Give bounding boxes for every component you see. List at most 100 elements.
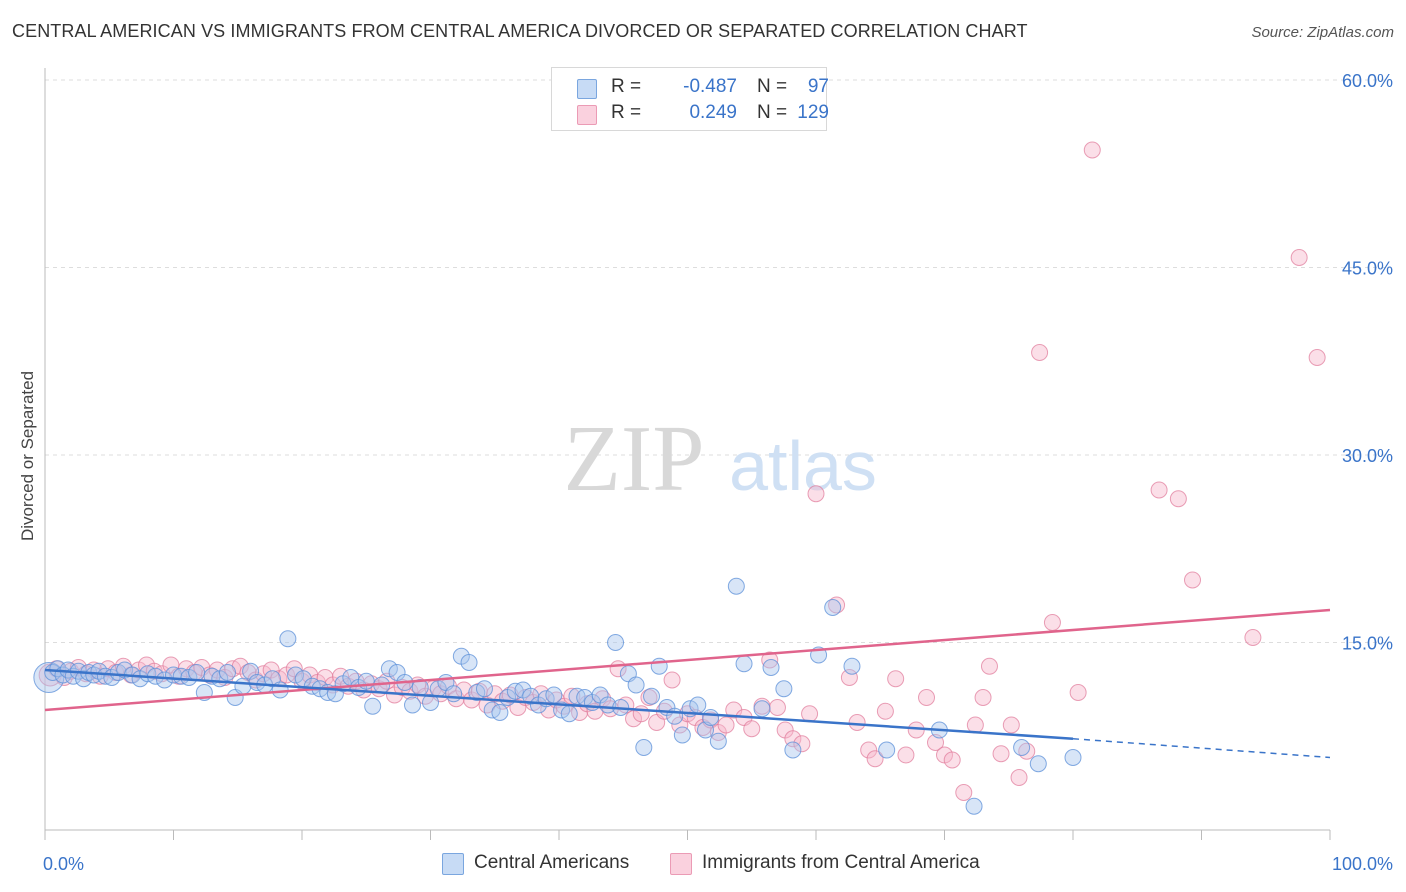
data-point-immigrants bbox=[1308, 349, 1326, 366]
x-tick-label: 0.0% bbox=[43, 854, 84, 874]
watermark-zip: ZIP bbox=[564, 407, 705, 511]
data-point-central-americans bbox=[560, 705, 578, 723]
data-point-immigrants bbox=[955, 784, 973, 801]
data-point-immigrants bbox=[943, 751, 961, 769]
legend-swatch-pink bbox=[577, 105, 597, 125]
trend-lines bbox=[44, 608, 1331, 759]
data-point-immigrants bbox=[663, 671, 681, 689]
watermark: ZIP atlas bbox=[564, 407, 877, 511]
data-point-central-americans bbox=[364, 697, 382, 715]
data-point-central-americans bbox=[545, 686, 563, 704]
data-point-central-americans bbox=[673, 726, 691, 744]
watermark-atlas: atlas bbox=[729, 427, 877, 505]
legend-n-label: N = bbox=[757, 102, 788, 123]
data-point-immigrants bbox=[532, 685, 550, 703]
data-point-central-americans bbox=[445, 685, 463, 703]
y-tick-label: 60.0% bbox=[1342, 71, 1393, 91]
source-label: Source: ZipAtlas.com bbox=[1251, 24, 1394, 41]
data-point-immigrants bbox=[887, 670, 905, 688]
data-point-central-americans bbox=[357, 672, 375, 690]
data-point-central-americans bbox=[753, 700, 771, 718]
data-point-central-americans bbox=[727, 577, 745, 595]
legend-r-label: R = bbox=[611, 76, 642, 97]
bottom-legend-swatch-blue bbox=[442, 853, 464, 875]
data-point-central-americans bbox=[775, 680, 793, 698]
data-point-immigrants bbox=[717, 716, 735, 734]
y-tick-label: 45.0% bbox=[1342, 259, 1393, 279]
data-point-immigrants bbox=[1244, 629, 1262, 646]
data-point-immigrants bbox=[907, 721, 925, 739]
data-point-immigrants bbox=[992, 745, 1010, 763]
data-point-central-americans bbox=[475, 680, 493, 698]
data-point-immigrants bbox=[743, 720, 761, 738]
data-point-central-americans bbox=[843, 657, 861, 675]
data-point-immigrants bbox=[1169, 490, 1187, 508]
data-point-immigrants bbox=[1083, 141, 1101, 159]
data-point-central-americans bbox=[96, 667, 114, 685]
data-point-immigrants bbox=[793, 735, 811, 753]
data-point-immigrants bbox=[840, 669, 858, 686]
data-point-immigrants bbox=[807, 485, 825, 503]
y-axis-label: Divorced or Separated bbox=[18, 371, 37, 541]
data-point-central-americans bbox=[460, 654, 478, 671]
data-point-immigrants bbox=[876, 702, 894, 720]
legend-swatch-blue bbox=[577, 79, 597, 99]
legend-r-value: 0.249 bbox=[689, 102, 737, 123]
data-point-immigrants bbox=[980, 657, 998, 675]
x-tick-label: 100.0% bbox=[1332, 854, 1393, 874]
data-point-central-americans bbox=[279, 630, 297, 648]
data-point-central-americans bbox=[404, 696, 422, 714]
data-point-central-americans bbox=[218, 664, 236, 681]
axes bbox=[44, 68, 1331, 840]
data-point-central-americans bbox=[965, 797, 983, 815]
data-point-central-americans bbox=[735, 655, 753, 673]
data-point-immigrants bbox=[974, 689, 992, 706]
data-point-immigrants bbox=[1150, 481, 1168, 499]
tick-labels: 15.0% 30.0% 45.0% 60.0% 0.0% 100.0% bbox=[43, 71, 1393, 874]
y-tick-label: 30.0% bbox=[1342, 446, 1393, 466]
data-point-central-americans bbox=[702, 709, 720, 726]
legend-n-value: 129 bbox=[797, 102, 829, 123]
data-point-central-americans bbox=[709, 732, 727, 750]
data-point-central-americans bbox=[643, 687, 661, 705]
bottom-legend-label: Central Americans bbox=[474, 852, 630, 873]
data-point-central-americans bbox=[878, 741, 896, 759]
data-point-central-americans bbox=[156, 671, 174, 689]
data-point-central-americans bbox=[784, 741, 802, 759]
data-point-immigrants bbox=[897, 746, 915, 764]
data-point-central-americans bbox=[287, 666, 305, 684]
legend: R = -0.487 N = 97 R = 0.249 N = 129 bbox=[551, 67, 829, 131]
trend-line-central-americans bbox=[44, 668, 1074, 740]
data-point-central-americans bbox=[824, 599, 842, 616]
data-point-central-americans bbox=[422, 694, 439, 711]
data-point-central-americans bbox=[635, 739, 653, 756]
data-point-immigrants bbox=[1069, 684, 1087, 701]
trend-line-immigrants bbox=[44, 608, 1331, 712]
data-point-immigrants bbox=[918, 689, 936, 706]
data-point-central-americans bbox=[696, 721, 714, 739]
data-point-central-americans bbox=[380, 660, 398, 678]
y-tick-label: 15.0% bbox=[1342, 634, 1393, 654]
data-point-central-americans bbox=[234, 677, 252, 695]
data-point-central-americans bbox=[1013, 739, 1031, 756]
data-point-immigrants bbox=[866, 750, 884, 768]
data-point-immigrants bbox=[848, 714, 866, 731]
data-point-central-americans bbox=[627, 676, 645, 694]
bottom-legend-swatch-pink bbox=[670, 853, 692, 875]
trend-line-central-americans-extension bbox=[1072, 738, 1331, 759]
data-point-immigrants bbox=[1010, 769, 1028, 786]
legend-n-value: 97 bbox=[807, 76, 829, 97]
data-point-central-americans bbox=[1064, 749, 1082, 766]
legend-n-label: N = bbox=[757, 76, 788, 97]
legend-r-label: R = bbox=[611, 102, 642, 123]
series-central-americans-points bbox=[33, 577, 1082, 815]
data-point-immigrants bbox=[1002, 716, 1020, 734]
data-point-immigrants bbox=[860, 741, 878, 759]
grid-lines bbox=[45, 79, 1390, 643]
data-point-central-americans bbox=[468, 684, 486, 701]
data-point-immigrants bbox=[768, 699, 786, 716]
legend-r-value: -0.487 bbox=[683, 76, 737, 97]
bottom-legend-label: Immigrants from Central America bbox=[702, 852, 980, 873]
data-point-immigrants bbox=[801, 705, 819, 723]
